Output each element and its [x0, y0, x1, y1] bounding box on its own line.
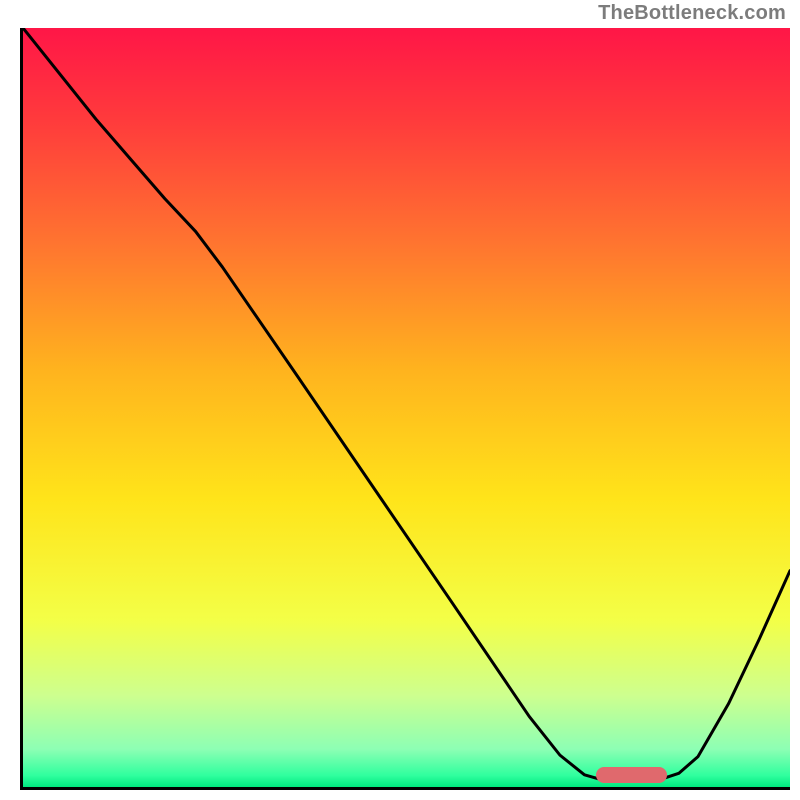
- bottleneck-line: [23, 28, 790, 787]
- plot-frame: [20, 28, 790, 790]
- chart-container: TheBottleneck.com: [0, 0, 800, 800]
- optimal-range-marker: [596, 767, 667, 783]
- plot-area: [23, 28, 790, 787]
- attribution-label: TheBottleneck.com: [598, 2, 786, 25]
